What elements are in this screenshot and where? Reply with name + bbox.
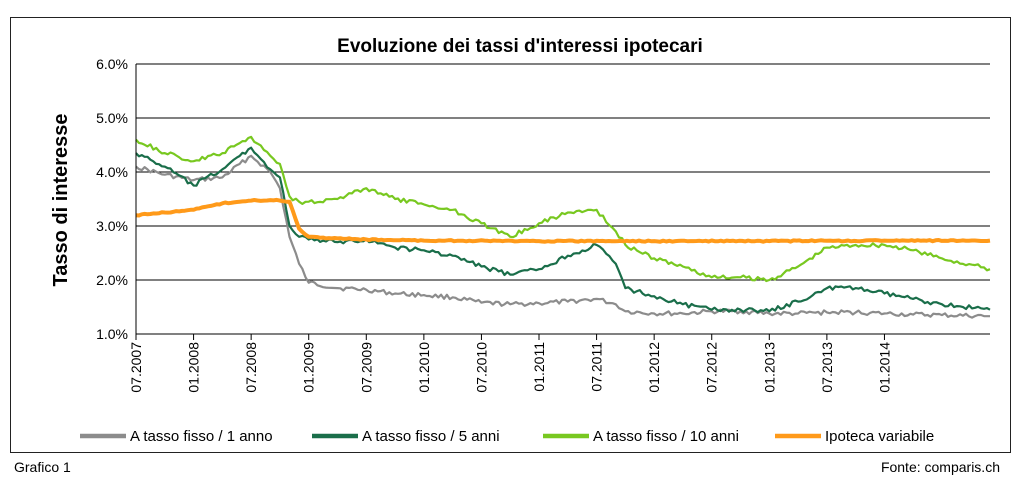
x-tick-label: 07.2012	[704, 342, 720, 393]
y-tick-label: 3.0%	[96, 218, 128, 234]
chart-title: Evoluzione dei tassi d'interessi ipoteca…	[337, 36, 703, 57]
series-line-1	[135, 154, 990, 319]
y-tick-label: 6.0%	[96, 56, 128, 72]
legend: A tasso fisso / 1 anno A tasso fisso / 5 …	[80, 428, 934, 445]
x-tick-label: 01.2014	[876, 342, 892, 393]
x-tick-label: 07.2010	[473, 342, 489, 393]
x-tick-label: 07.2011	[589, 342, 605, 392]
x-tick-label: 01.2008	[186, 342, 202, 393]
y-tick-label: 2.0%	[96, 272, 128, 288]
legend-label: A tasso fisso / 5 anni	[362, 428, 500, 445]
x-tick-label: 07.2008	[243, 342, 259, 393]
x-tick-label: 07.2013	[819, 342, 835, 393]
legend-label: Ipoteca variabile	[825, 428, 934, 445]
y-tick-label: 5.0%	[96, 110, 128, 126]
series-line-2	[135, 146, 991, 314]
series-lines	[135, 135, 991, 319]
x-tick-label: 01.2009	[301, 342, 317, 393]
x-tick-label: 07.2007	[128, 342, 144, 393]
y-tick-label: 1.0%	[96, 326, 128, 342]
x-tick-label: 01.2011	[531, 342, 547, 392]
footer-caption: Grafico 1	[14, 459, 71, 475]
series-line-3	[135, 135, 991, 283]
legend-label: A tasso fisso / 1 anno	[130, 428, 273, 445]
x-tick-label: 01.2012	[646, 342, 662, 393]
footer-source: Fonte: comparis.ch	[880, 459, 1000, 475]
chart-frame	[10, 17, 1011, 453]
x-tick-label: 07.2009	[358, 342, 374, 393]
x-tick-label: 01.2013	[761, 342, 777, 393]
x-tick-label: 01.2010	[416, 342, 432, 393]
y-tick-label: 4.0%	[96, 164, 128, 180]
series-line-4	[135, 197, 991, 244]
axes: 1.0% 2.0% 3.0% 4.0% 5.0% 6.0% 07.2007 01.2008 07…	[96, 56, 990, 393]
grid	[136, 63, 990, 281]
y-axis-label: Tasso di interesse	[50, 113, 72, 286]
legend-label: A tasso fisso / 10 anni	[593, 428, 739, 445]
